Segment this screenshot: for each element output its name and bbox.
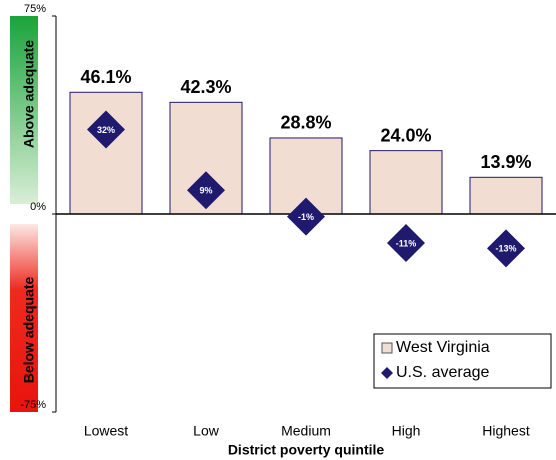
diamond-marker: [387, 224, 425, 263]
bar-value-label: 28.8%: [280, 113, 331, 133]
below-label: Below adequate: [21, 277, 37, 384]
x-tick-label: Low: [193, 423, 220, 439]
bar-value-label: 46.1%: [80, 67, 131, 87]
bar: [369, 150, 443, 215]
legend-label: U.S. average: [396, 364, 489, 381]
diamond-marker: [187, 171, 225, 210]
y-tick-label: 75%: [24, 3, 46, 15]
y-tick-label: 0%: [30, 201, 46, 213]
diamond-value-label: -11%: [396, 238, 417, 248]
diamond-marker: [287, 197, 325, 236]
x-tick-label: Medium: [281, 423, 331, 439]
x-tick-label: High: [392, 423, 421, 439]
bar: [469, 176, 543, 215]
above-band: [10, 16, 38, 204]
bar-value-label: 13.9%: [480, 152, 531, 172]
bar-value-label: 42.3%: [180, 77, 231, 97]
below-band: [10, 224, 38, 412]
diamond-marker: [487, 229, 525, 268]
diamond-value-label: -13%: [495, 244, 516, 254]
y-tick-label: -75%: [20, 399, 46, 411]
legend-box: [373, 333, 552, 389]
diamond-value-label: 9%: [199, 186, 212, 196]
diamond-value-label: -1%: [298, 212, 314, 222]
x-axis-title: District poverty quintile: [228, 442, 385, 458]
diamond-marker: [87, 110, 125, 149]
legend-swatch: [381, 367, 393, 379]
legend-label: West Virginia: [396, 339, 490, 356]
diamond-value-label: 32%: [97, 125, 115, 135]
legend-swatch: [381, 342, 393, 354]
bar-value-label: 24.0%: [380, 125, 431, 145]
x-tick-label: Highest: [482, 423, 530, 439]
x-tick-label: Lowest: [84, 423, 128, 439]
above-label: Above adequate: [21, 40, 37, 148]
